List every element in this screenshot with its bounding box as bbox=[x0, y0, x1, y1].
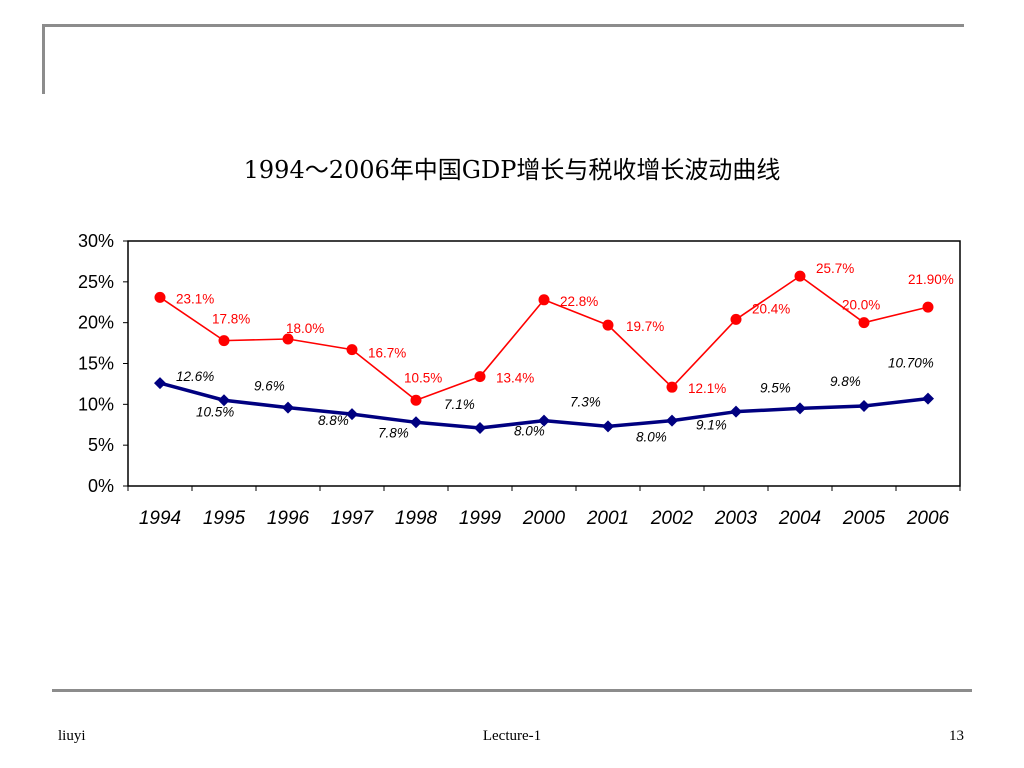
data-point bbox=[154, 291, 166, 303]
x-tick-label: 1998 bbox=[395, 508, 438, 529]
data-point bbox=[666, 381, 678, 393]
plot-area bbox=[127, 240, 961, 487]
y-tick-label: 25% bbox=[78, 272, 114, 292]
data-point bbox=[666, 414, 678, 427]
data-label: 10.5% bbox=[196, 404, 234, 419]
data-label: 7.1% bbox=[444, 397, 475, 412]
data-label: 12.1% bbox=[688, 381, 726, 396]
data-label: 17.8% bbox=[212, 312, 250, 327]
footer-author: liuyi bbox=[58, 728, 86, 744]
data-label: 10.5% bbox=[404, 370, 442, 385]
data-label: 10.70% bbox=[888, 356, 934, 371]
x-tick-label: 1997 bbox=[331, 508, 375, 529]
data-point bbox=[858, 399, 870, 412]
data-point bbox=[282, 401, 294, 414]
data-label: 13.4% bbox=[496, 371, 534, 386]
data-point bbox=[730, 405, 742, 418]
x-tick-label: 2004 bbox=[778, 508, 821, 529]
x-tick-label: 2005 bbox=[842, 508, 886, 529]
data-label: 12.6% bbox=[176, 369, 214, 384]
slide-frame-left bbox=[42, 24, 45, 94]
y-tick-label: 5% bbox=[88, 435, 114, 455]
data-point bbox=[858, 317, 870, 329]
data-label: 9.6% bbox=[254, 379, 285, 394]
x-tick-label: 2000 bbox=[522, 508, 566, 529]
data-point bbox=[282, 333, 294, 345]
data-label: 8.8% bbox=[318, 413, 349, 428]
footer-divider bbox=[52, 689, 972, 692]
data-label: 23.1% bbox=[176, 291, 214, 306]
data-point bbox=[474, 422, 486, 435]
data-point bbox=[922, 301, 934, 313]
data-label: 8.0% bbox=[636, 430, 667, 445]
data-point bbox=[538, 414, 550, 427]
page-number: 13 bbox=[949, 728, 964, 744]
data-label: 21.90% bbox=[908, 272, 954, 287]
x-tick-label: 2006 bbox=[906, 508, 950, 529]
chart-title: 1994～2006年中国GDP增长与税收增长波动曲线 bbox=[243, 156, 781, 184]
y-tick-label: 15% bbox=[78, 354, 114, 374]
data-label: 9.8% bbox=[830, 374, 861, 389]
x-tick-label: 2001 bbox=[586, 508, 629, 529]
data-point bbox=[794, 402, 806, 415]
x-tick-label: 1995 bbox=[203, 508, 246, 529]
data-label: 20.0% bbox=[842, 298, 880, 313]
data-label: 25.7% bbox=[816, 261, 854, 276]
data-label: 9.5% bbox=[760, 380, 791, 395]
data-point bbox=[602, 420, 614, 433]
data-point bbox=[538, 294, 550, 306]
data-point bbox=[922, 392, 934, 405]
data-point bbox=[154, 377, 166, 390]
x-tick-label: 1996 bbox=[267, 508, 310, 529]
data-label: 19.7% bbox=[626, 319, 664, 334]
y-tick-label: 30% bbox=[78, 231, 114, 251]
data-label: 20.4% bbox=[752, 301, 790, 316]
y-tick-label: 10% bbox=[78, 394, 114, 414]
x-tick-label: 1999 bbox=[459, 508, 502, 529]
data-label: 7.3% bbox=[570, 394, 601, 409]
data-label: 22.8% bbox=[560, 294, 598, 309]
x-tick-label: 2003 bbox=[714, 508, 758, 529]
footer-lecture: Lecture-1 bbox=[482, 728, 542, 744]
data-label: 8.0% bbox=[514, 424, 545, 439]
data-point bbox=[410, 416, 422, 429]
data-point bbox=[218, 394, 230, 407]
data-point bbox=[218, 335, 230, 347]
data-point bbox=[410, 394, 422, 406]
data-label: 18.0% bbox=[286, 321, 324, 336]
y-tick-label: 0% bbox=[88, 476, 114, 496]
data-label: 16.7% bbox=[368, 346, 406, 361]
data-label: 7.8% bbox=[378, 425, 409, 440]
data-point bbox=[730, 313, 742, 325]
data-point bbox=[474, 371, 486, 383]
data-point bbox=[602, 319, 614, 331]
y-tick-label: 20% bbox=[78, 313, 114, 333]
x-tick-label: 1994 bbox=[139, 508, 181, 529]
data-label: 9.1% bbox=[696, 418, 727, 433]
data-point bbox=[346, 408, 358, 421]
slide-frame-top bbox=[42, 24, 964, 27]
x-tick-label: 2002 bbox=[650, 508, 694, 529]
data-point bbox=[794, 270, 806, 282]
line-chart: 0% 5% 10% 15% 20% 25% 30% 1994 1995 1996 1997 1998 1… bbox=[78, 231, 961, 529]
data-point bbox=[346, 344, 358, 356]
